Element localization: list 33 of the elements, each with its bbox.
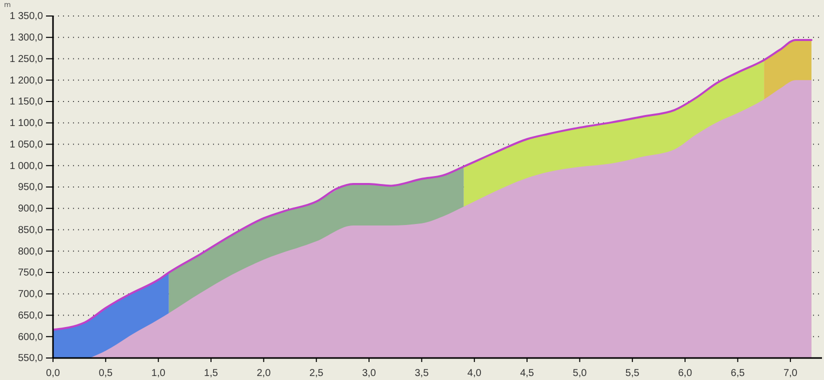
y-tick-label: 650,0 <box>18 310 44 322</box>
y-tick-label: 900,0 <box>18 204 44 215</box>
y-tick-label: 600,0 <box>18 332 44 343</box>
y-tick-label: 1 250,0 <box>10 54 44 65</box>
x-tick-label: 6,0 <box>678 368 692 379</box>
x-tick-label: 4,0 <box>467 368 482 379</box>
x-tick-label: 2,0 <box>256 368 272 379</box>
x-tick-label: 6,5 <box>730 368 746 379</box>
y-tick-label: 550,0 <box>18 353 44 364</box>
y-tick-label: 1 200,0 <box>10 75 44 86</box>
y-tick-label: 950,0 <box>18 182 44 194</box>
x-tick-label: 5,5 <box>625 368 640 379</box>
x-tick-label: 0,5 <box>98 368 114 379</box>
line-series <box>53 38 812 331</box>
x-tick-label: 5,0 <box>572 368 588 379</box>
x-tick-label: 7,0 <box>783 368 798 379</box>
x-tick-label: 0,0 <box>46 368 60 379</box>
x-tick-label: 2,5 <box>309 368 324 379</box>
y-tick-label: 700,0 <box>18 289 44 300</box>
y-tick-label: 800,0 <box>18 246 44 258</box>
y-tick-label: 750,0 <box>18 268 44 279</box>
y-tick-label: 1 350,0 <box>10 11 44 22</box>
y-tick-label: 1 050,0 <box>10 139 44 150</box>
y-tick-label: 1 000,0 <box>10 160 44 172</box>
y-tick-label: 850,0 <box>18 224 44 236</box>
y-tick-label: 1 100,0 <box>10 118 44 130</box>
x-tick-label: 4,5 <box>520 368 534 379</box>
x-tick-label: 3,0 <box>362 368 376 379</box>
x-tick-label: 3,5 <box>414 368 430 379</box>
y-tick-label: 1 300,0 <box>10 32 44 44</box>
x-tick-label: 1,0 <box>151 368 166 379</box>
x-tick-label: 1,5 <box>204 368 218 379</box>
y-tick-label: 1 150,0 <box>10 96 44 108</box>
